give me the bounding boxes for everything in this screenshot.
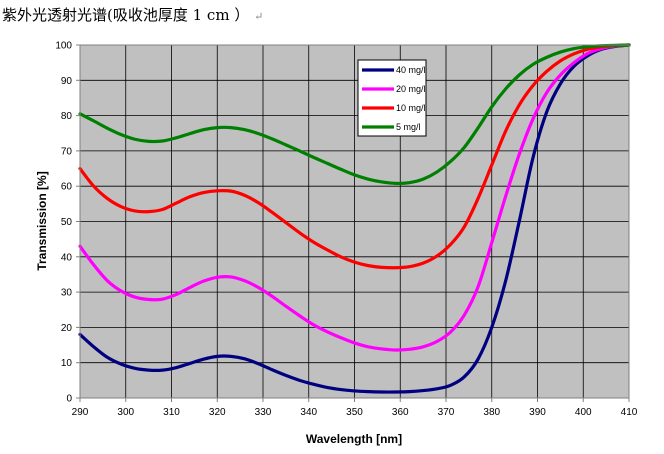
legend-box (357, 59, 427, 137)
x-tick-label: 330 (255, 407, 272, 418)
caption-text: 紫外光透射光谱(吸收池厚度 1 cm ） (2, 6, 250, 24)
series-layer (78, 43, 631, 394)
legend-label: 5 mg/l (396, 122, 421, 132)
x-tick-label: 410 (621, 407, 638, 418)
series-line-3 (78, 43, 631, 186)
legend-label: 10 mg/l (396, 103, 426, 113)
y-tick-label: 60 (61, 182, 73, 193)
x-tick-label: 340 (300, 407, 317, 418)
series-line-2 (78, 43, 631, 270)
y-tick-label: 100 (55, 41, 72, 52)
y-axis-ticks: 0 10 20 30 40 50 60 70 80 90 100 (55, 41, 80, 405)
x-tick-label: 310 (163, 407, 180, 418)
y-axis-title: Transmission [%] (35, 171, 49, 270)
x-tick-label: 390 (529, 407, 546, 418)
x-axis-title: Wavelength [nm] (306, 432, 402, 446)
y-tick-label: 80 (61, 111, 73, 122)
y-tick-label: 70 (61, 146, 73, 157)
x-tick-label: 370 (438, 407, 455, 418)
y-tick-label: 40 (61, 252, 73, 263)
y-tick-label: 10 (61, 358, 73, 369)
y-tick-label: 30 (61, 288, 73, 299)
x-tick-label: 400 (575, 407, 592, 418)
x-axis-ticks: 290 300 310 320 330 340 350 360 370 380 390 400 410 (72, 398, 638, 418)
document-caption: 紫外光透射光谱(吸收池厚度 1 cm ） ↵ (2, 4, 263, 25)
x-tick-label: 320 (209, 407, 226, 418)
x-tick-label: 290 (72, 407, 89, 418)
legend-label: 40 mg/l (396, 65, 426, 75)
x-tick-label: 380 (483, 407, 500, 418)
y-tick-label: 50 (61, 217, 73, 228)
legend-label: 20 mg/l (396, 84, 426, 94)
series-line-1 (78, 43, 631, 352)
paragraph-mark: ↵ (254, 10, 264, 23)
y-tick-label: 90 (61, 76, 73, 87)
x-tick-label: 350 (346, 407, 363, 418)
x-tick-label: 300 (117, 407, 134, 418)
x-tick-label: 360 (392, 407, 409, 418)
legend: 40 mg/l 20 mg/l 10 mg/l 5 mg/l (357, 59, 427, 137)
y-tick-label: 20 (61, 323, 73, 334)
y-tick-label: 0 (66, 394, 72, 405)
series-line-0 (78, 43, 631, 394)
